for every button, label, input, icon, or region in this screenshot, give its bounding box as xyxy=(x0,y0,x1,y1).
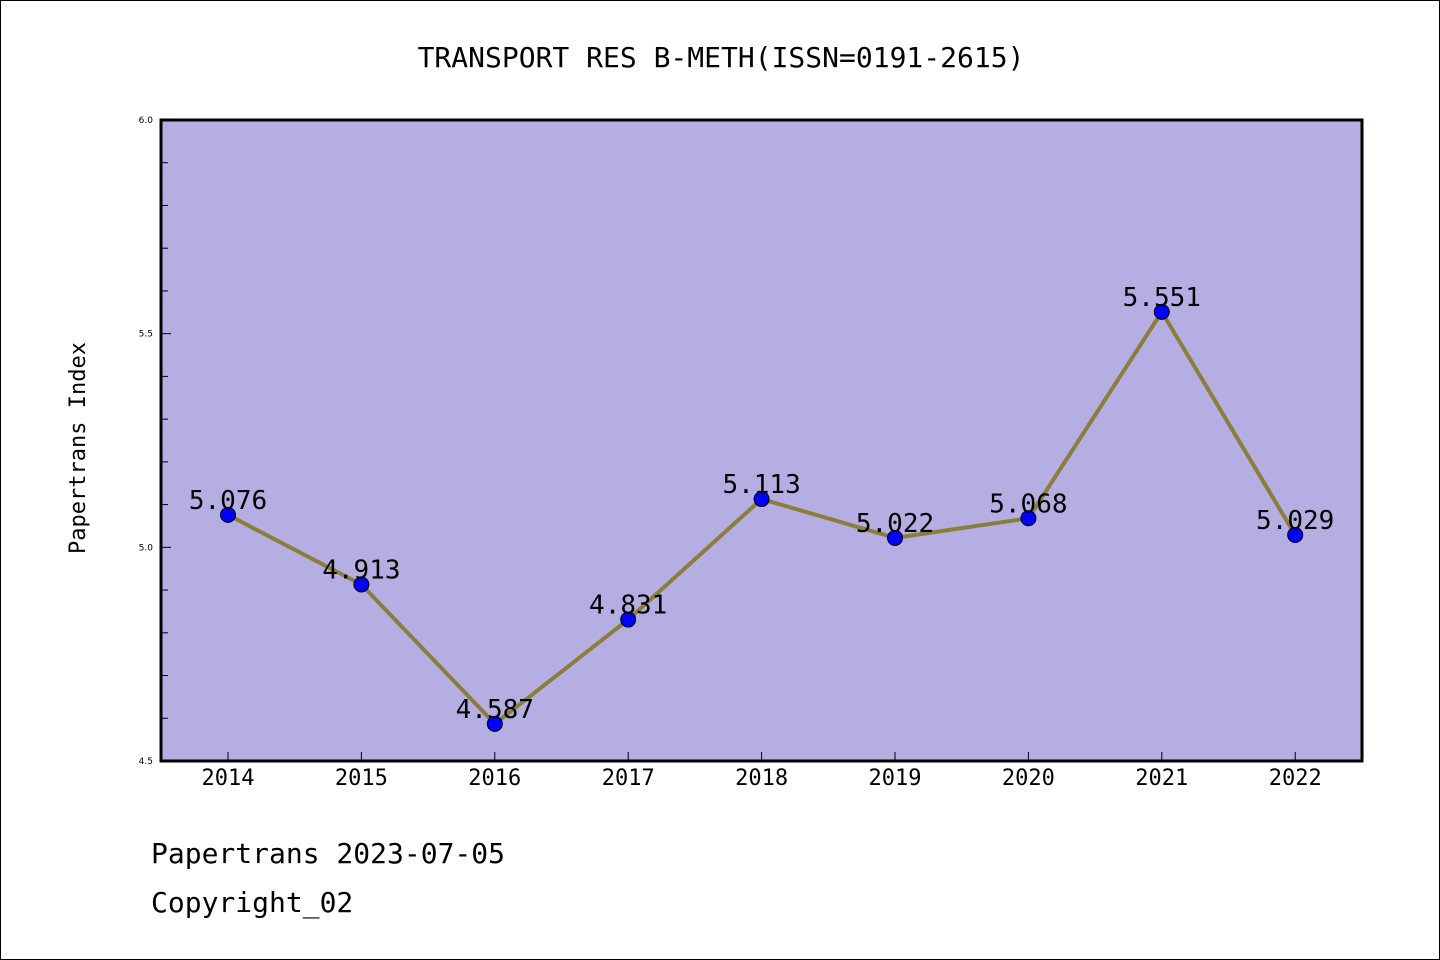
y-tick-label: 4.5 xyxy=(139,757,153,767)
data-point-marker xyxy=(1020,510,1037,527)
plot-area xyxy=(161,120,1362,761)
y-axis-label: Papertrans Index xyxy=(66,342,91,554)
data-label: 5.029 xyxy=(1256,506,1334,536)
chart-title: TRANSPORT RES B-METH(ISSN=0191-2615) xyxy=(418,41,1025,74)
x-tick-label: 2014 xyxy=(202,766,255,791)
footer-source-line: Papertrans 2023-07-05 xyxy=(151,837,506,870)
data-label: 5.022 xyxy=(856,509,934,539)
x-tick-label: 2022 xyxy=(1269,766,1322,791)
data-point-marker xyxy=(220,506,236,523)
x-tick-label: 2017 xyxy=(602,766,655,791)
x-tick-label: 2020 xyxy=(1002,766,1055,791)
data-point-marker xyxy=(486,715,503,732)
data-point-marker xyxy=(887,529,903,546)
data-point-marker xyxy=(353,576,370,593)
marker-layer xyxy=(220,303,1304,732)
data-label: 4.831 xyxy=(589,591,667,621)
data-label-layer: 5.076 4.913 4.587 4.831 5.113 5.022 5.068 5.551… xyxy=(189,283,1334,725)
data-point-marker xyxy=(1153,303,1170,320)
data-label: 5.076 xyxy=(189,486,267,516)
data-label: 5.113 xyxy=(722,470,800,500)
x-tick-label: 2021 xyxy=(1135,766,1188,791)
x-axis-ticks: 2014 2015 2016 2017 2018 2019 2020 2021 2022 xyxy=(202,752,1322,791)
data-point-marker xyxy=(1287,526,1304,543)
footer-copyright-line: Copyright_02 xyxy=(151,886,354,919)
x-tick-label: 2019 xyxy=(869,766,922,791)
x-tick-label: 2016 xyxy=(468,766,521,791)
x-tick-label: 2018 xyxy=(735,766,788,791)
x-tick-label: 2015 xyxy=(335,766,388,791)
data-label: 4.913 xyxy=(322,556,400,586)
data-label: 5.551 xyxy=(1123,283,1201,313)
y-tick-label: 5.0 xyxy=(139,543,154,553)
y-tick-label: 6.0 xyxy=(139,116,154,126)
y-axis-ticks: 4.5 5.0 5.5 6.0 xyxy=(139,116,171,767)
data-label: 4.587 xyxy=(456,695,534,725)
data-point-marker xyxy=(620,611,637,628)
y-tick-label: 5.5 xyxy=(139,330,153,340)
data-label: 5.068 xyxy=(989,489,1067,519)
data-point-marker xyxy=(753,491,770,508)
